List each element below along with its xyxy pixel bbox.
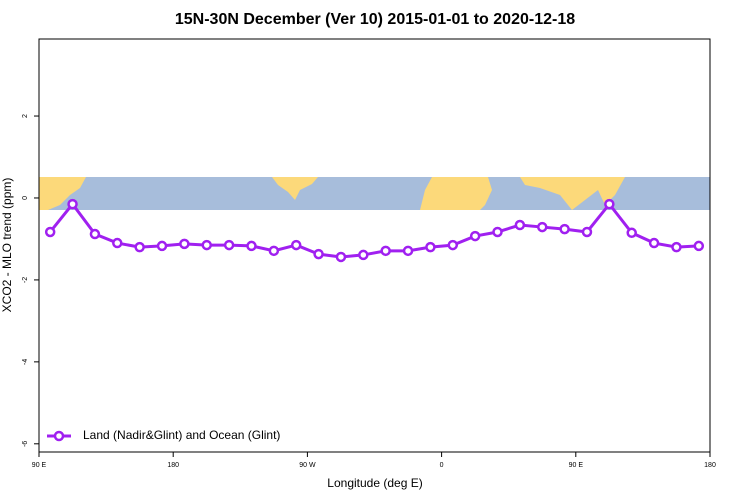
y-tick-label: 2 <box>22 114 29 118</box>
data-point <box>537 221 548 233</box>
data-point <box>626 227 637 239</box>
data-point <box>380 245 391 257</box>
data-point <box>559 223 570 235</box>
x-tick-label: 90 W <box>299 462 316 469</box>
plot-frame <box>38 38 711 453</box>
data-point <box>134 241 145 253</box>
land <box>520 177 625 210</box>
chart-title: 15N-30N December (Ver 10) 2015-01-01 to … <box>175 11 575 28</box>
data-point <box>156 240 168 252</box>
series-line <box>49 201 699 259</box>
y-tick-label: -4 <box>22 359 29 365</box>
y-tick-label: 0 <box>22 196 29 200</box>
data-point <box>648 237 660 249</box>
data-point <box>671 241 682 253</box>
data-point <box>469 230 481 242</box>
x-tick-label: 90 E <box>569 462 584 469</box>
data-point <box>447 239 459 251</box>
x-tick-label: 180 <box>704 462 716 469</box>
data-point <box>223 239 235 251</box>
data-point <box>358 249 369 261</box>
data-point <box>112 237 123 249</box>
data-point <box>693 240 705 252</box>
x-tick-label: 180 <box>167 462 179 469</box>
data-point <box>268 245 280 257</box>
land <box>420 177 492 210</box>
data-point <box>604 198 615 210</box>
x-tick-label: 90 E <box>32 462 47 469</box>
data-point <box>44 226 56 238</box>
land <box>39 177 86 210</box>
data-point <box>246 240 257 252</box>
x-tick-label: 0 <box>440 462 444 469</box>
data-point <box>290 239 302 251</box>
data-point <box>335 251 347 263</box>
map-band <box>39 177 710 210</box>
data-point <box>581 226 593 238</box>
data-point <box>492 226 503 238</box>
data-point <box>402 245 414 257</box>
y-tick-label: -2 <box>22 277 29 283</box>
data-point <box>89 228 101 240</box>
legend-marker <box>53 430 65 442</box>
data-point <box>425 241 436 253</box>
x-axis-label: Longitude (deg E) <box>327 476 422 490</box>
data-point <box>179 238 190 250</box>
y-tick-label: -6 <box>22 441 29 447</box>
legend-label: Land (Nadir&Glint) and Ocean (Glint) <box>83 428 280 442</box>
data-point <box>67 198 78 210</box>
data-point <box>201 239 212 251</box>
data-point <box>313 248 324 260</box>
land <box>272 177 318 200</box>
data-point <box>514 219 526 231</box>
y-axis-label: XCO2 - MLO trend (ppm) <box>0 178 14 313</box>
